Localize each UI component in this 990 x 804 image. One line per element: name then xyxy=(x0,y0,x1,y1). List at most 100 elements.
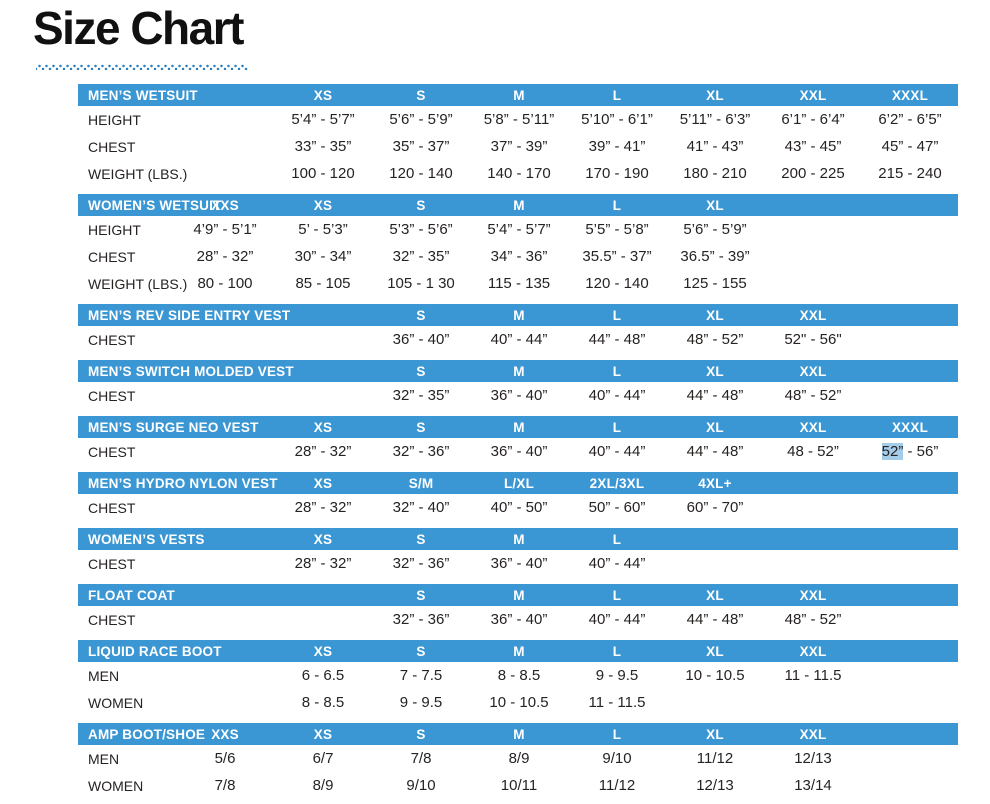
table-header-row: LIQUID RACE BOOT XS S M L XL XXL xyxy=(78,640,958,662)
size-column-header: XXL xyxy=(799,307,827,323)
table-row: WEIGHT (LBS.) 100 - 120 120 - 140 140 - 170… xyxy=(78,160,958,187)
size-table-men-s-switch-molded-vest: MEN’S SWITCH MOLDED VEST S M L XL XXL CHEST 32”… xyxy=(78,360,958,409)
size-table-liquid-race-boot: LIQUID RACE BOOT XS S M L XL XXL MEN 6 - 6.5 7 - … xyxy=(78,640,958,716)
table-row: CHEST 36” - 40” 40” - 44” 44” - 48” 48” - 52… xyxy=(78,326,958,353)
cell-value: 32” - 36” xyxy=(392,611,450,628)
size-column-header: M xyxy=(513,726,525,742)
size-column-header: L xyxy=(612,307,622,323)
size-column-header: S xyxy=(416,531,426,547)
cell-value: 9/10 xyxy=(406,777,436,794)
size-column-header: M xyxy=(513,531,525,547)
cell-value: 40” - 44” xyxy=(588,443,646,460)
cell-value: 50” - 60” xyxy=(588,499,646,516)
size-column-header: L/XL xyxy=(503,475,535,491)
selected-text: 52” xyxy=(881,443,904,460)
row-label: CHEST xyxy=(88,331,136,348)
cell-value: 48” - 52” xyxy=(784,387,842,404)
size-column-header: XL xyxy=(706,419,724,435)
row-label: CHEST xyxy=(88,387,136,404)
cell-value: 120 - 140 xyxy=(585,275,649,292)
row-label: WEIGHT (LBS.) xyxy=(88,165,188,182)
cell-value: 11 - 11.5 xyxy=(784,667,842,684)
table-row: HEIGHT 4’9” - 5’1” 5’ - 5’3” 5’3” - 5’6” 5’4… xyxy=(78,216,958,243)
cell-value: 5’6” - 5’9” xyxy=(389,111,453,128)
cell-value: 48” - 52” xyxy=(784,611,842,628)
table-header-row: WOMEN’S WETSUIT XXS XS S M L XL xyxy=(78,194,958,216)
size-column-header: XXXL xyxy=(891,419,929,435)
size-column-header: XS xyxy=(313,643,333,659)
cell-value: 5’3” - 5’6” xyxy=(389,221,453,238)
table-title: AMP BOOT/SHOE xyxy=(88,726,206,742)
table-row: MEN 5/6 6/7 7/8 8/9 9/10 11/12 12/13 xyxy=(78,745,958,772)
size-column-header: L xyxy=(612,363,622,379)
cell-value: 8/9 xyxy=(312,777,334,794)
row-label: CHEST xyxy=(88,499,136,516)
cell-value: 40” - 44” xyxy=(490,331,548,348)
cell-value: 5’11” - 6’3” xyxy=(679,111,751,128)
cell-value: 10 - 10.5 xyxy=(685,667,745,684)
size-column-header: L xyxy=(612,726,622,742)
size-column-header: XL xyxy=(706,87,724,103)
table-header-row: MEN’S SURGE NEO VEST XS S M L XL XXL XXXL xyxy=(78,416,958,438)
cell-value: 6/7 xyxy=(312,750,334,767)
cell-value: 200 - 225 xyxy=(781,165,845,182)
table-row: CHEST 32” - 36” 36” - 40” 40” - 44” 44” - 48… xyxy=(78,606,958,633)
size-column-header: 2XL/3XL xyxy=(589,475,645,491)
table-header-row: AMP BOOT/SHOE XXS XS S M L XL XXL xyxy=(78,723,958,745)
title-dotted-rule xyxy=(36,62,248,70)
table-row: CHEST 28” - 32” 32” - 36” 36” - 40” 40” - 44… xyxy=(78,438,958,465)
size-column-header: XS xyxy=(313,531,333,547)
cell-value: 5’ - 5’3” xyxy=(298,221,348,238)
table-row: CHEST 28” - 32” 32” - 36” 36” - 40” 40” - 44… xyxy=(78,550,958,577)
size-column-header: XXS xyxy=(211,197,239,213)
table-row: CHEST 32” - 35” 36” - 40” 40” - 44” 44” - 48… xyxy=(78,382,958,409)
table-row: CHEST 28” - 32” 30” - 34” 32” - 35” 34” - 36… xyxy=(78,243,958,270)
table-title: MEN’S HYDRO NYLON VEST xyxy=(88,475,278,491)
size-tables: MEN’S WETSUIT XS S M L XL XXL XXXL HEIGHT 5’4” - … xyxy=(78,84,958,799)
table-header-row: FLOAT COAT S M L XL XXL xyxy=(78,584,958,606)
size-column-header: XL xyxy=(706,643,724,659)
size-column-header: S xyxy=(416,419,426,435)
table-title: MEN’S SWITCH MOLDED VEST xyxy=(88,363,294,379)
cell-value: 5’4” - 5’7” xyxy=(291,111,355,128)
cell-value: 9 - 9.5 xyxy=(595,667,639,684)
row-label: HEIGHT xyxy=(88,111,141,128)
table-header-row: MEN’S REV SIDE ENTRY VEST S M L XL XXL xyxy=(78,304,958,326)
size-column-header: XXL xyxy=(799,363,827,379)
table-title: FLOAT COAT xyxy=(88,587,175,603)
size-column-header: M xyxy=(513,643,525,659)
size-column-header: XS xyxy=(313,87,333,103)
size-column-header: S xyxy=(416,587,426,603)
cell-value: 140 - 170 xyxy=(487,165,551,182)
cell-value: 100 - 120 xyxy=(291,165,355,182)
cell-value: 85 - 105 xyxy=(295,275,351,292)
size-column-header: L xyxy=(612,643,622,659)
cell-value: 11/12 xyxy=(696,750,734,767)
cell-value: 36” - 40” xyxy=(392,331,450,348)
cell-value: 36” - 40” xyxy=(490,611,548,628)
cell-value: 215 - 240 xyxy=(878,165,942,182)
size-column-header: XXL xyxy=(799,643,827,659)
table-title: MEN’S SURGE NEO VEST xyxy=(88,419,259,435)
size-column-header: M xyxy=(513,419,525,435)
row-label: WOMEN xyxy=(88,777,144,794)
cell-value: 4’9” - 5’1” xyxy=(193,221,257,238)
size-table-float-coat: FLOAT COAT S M L XL XXL CHEST 32” - 36” 36” - 40… xyxy=(78,584,958,633)
size-column-header: XXL xyxy=(799,419,827,435)
cell-value: 11/12 xyxy=(598,777,636,794)
size-column-header: L xyxy=(612,587,622,603)
cell-value: 37” - 39” xyxy=(490,138,548,155)
cell-value: 44” - 48” xyxy=(588,331,646,348)
cell-value: 10 - 10.5 xyxy=(489,694,549,711)
size-column-header: XS xyxy=(313,726,333,742)
cell-value: 170 - 190 xyxy=(585,165,649,182)
cell-value: 8/9 xyxy=(508,750,530,767)
size-column-header: M xyxy=(513,87,525,103)
size-column-header: M xyxy=(513,307,525,323)
cell-value: 105 - 1 30 xyxy=(387,275,455,292)
size-table-women-s-wetsuit: WOMEN’S WETSUIT XXS XS S M L XL HEIGHT 4’9” - 5’… xyxy=(78,194,958,297)
row-label: CHEST xyxy=(88,555,136,572)
row-label: CHEST xyxy=(88,138,136,155)
size-table-amp-boot-shoe: AMP BOOT/SHOE XXS XS S M L XL XXL MEN 5/6 6/7 7/8 8/… xyxy=(78,723,958,799)
size-column-header: XXL xyxy=(799,587,827,603)
